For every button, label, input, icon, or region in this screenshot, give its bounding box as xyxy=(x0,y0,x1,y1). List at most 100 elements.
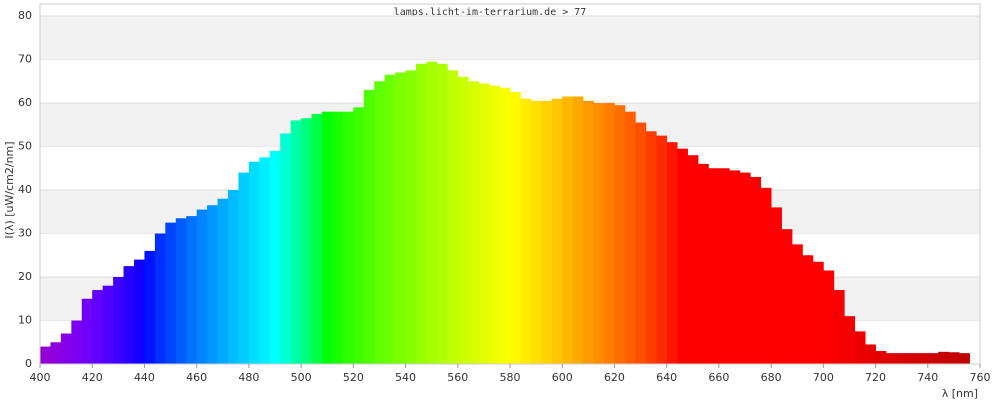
spectrum-bar xyxy=(436,63,448,364)
spectrum-bar xyxy=(259,157,271,364)
spectrum-bar xyxy=(708,168,720,364)
spectrum-bar xyxy=(927,353,939,364)
spectrum-bar xyxy=(280,133,292,364)
grid-band xyxy=(40,16,980,60)
spectrum-bar xyxy=(645,131,657,364)
spectrum-bar xyxy=(541,100,553,364)
spectrum-bar xyxy=(771,207,782,364)
spectrum-bar xyxy=(886,353,897,364)
spectrum-bar xyxy=(405,70,417,364)
y-tick-label: 80 xyxy=(18,9,32,22)
y-axis-label: I(λ) [uW/cm2/nm] xyxy=(3,141,16,238)
spectrum-bar xyxy=(792,244,803,364)
spectrum-bar xyxy=(718,168,730,364)
spectrum-bar xyxy=(530,100,542,364)
spectrum-bar xyxy=(207,205,218,364)
x-tick-label: 620 xyxy=(604,371,625,384)
spectrum-bar xyxy=(113,277,124,364)
spectrum-bar xyxy=(520,98,532,365)
y-tick-label: 20 xyxy=(18,270,32,283)
spectrum-bar xyxy=(906,353,918,364)
x-tick-label: 500 xyxy=(291,371,312,384)
spectrum-bar xyxy=(948,352,960,364)
spectrum-bar xyxy=(583,100,594,364)
spectrum-bar xyxy=(228,190,239,364)
y-tick-label: 30 xyxy=(18,227,32,240)
spectrum-bar xyxy=(165,222,177,364)
spectrum-bar xyxy=(510,92,521,364)
x-tick-label: 420 xyxy=(82,371,103,384)
spectrum-bar xyxy=(698,163,709,364)
spectrum-bar xyxy=(551,98,563,365)
spectrum-bar xyxy=(666,142,678,364)
spectrum-bar xyxy=(269,150,281,364)
x-tick-label: 400 xyxy=(30,371,51,384)
spectrum-bar xyxy=(656,135,668,364)
spectrum-bar xyxy=(739,172,751,364)
x-tick-label: 460 xyxy=(186,371,207,384)
x-tick-label: 760 xyxy=(970,371,991,384)
spectrum-bar xyxy=(489,85,500,364)
spectrum-bar xyxy=(562,96,574,364)
spectrum-bar xyxy=(322,111,333,364)
spectrum-bar xyxy=(144,250,156,364)
x-tick-label: 440 xyxy=(134,371,155,384)
y-tick-label: 50 xyxy=(18,140,32,153)
spectrum-bar xyxy=(624,111,636,364)
spectrum-bar xyxy=(332,111,344,364)
spectrum-bar xyxy=(60,333,72,364)
x-tick-label: 700 xyxy=(813,371,834,384)
spectrum-bar xyxy=(729,170,741,364)
spectrum-bar xyxy=(447,70,459,364)
spectrum-bar xyxy=(40,346,51,364)
spectrum-bar xyxy=(217,198,229,364)
spectrum-bar xyxy=(92,290,104,364)
spectrum-bar xyxy=(395,72,406,365)
y-tick-label: 60 xyxy=(18,96,32,109)
y-tick-label: 70 xyxy=(18,53,32,66)
x-tick-label: 640 xyxy=(656,371,677,384)
spectrum-bar xyxy=(363,89,375,364)
x-axis-label: λ [nm] xyxy=(942,387,978,400)
x-tick-label: 740 xyxy=(917,371,938,384)
spectrum-bar xyxy=(896,353,908,364)
spectrum-bar xyxy=(635,122,647,364)
spectrum-bar xyxy=(102,285,114,364)
spectrum-bar xyxy=(499,87,511,365)
spectrum-bar xyxy=(802,255,814,364)
spectrum-bar xyxy=(687,155,699,364)
spectrum-bar xyxy=(311,113,323,364)
x-tick-label: 660 xyxy=(708,371,729,384)
spectrum-bar xyxy=(875,350,887,364)
spectrum-bar xyxy=(478,83,490,365)
x-tick-label: 580 xyxy=(500,371,521,384)
spectrum-bar xyxy=(290,120,302,365)
x-tick-label: 680 xyxy=(761,371,782,384)
spectrum-bar xyxy=(823,270,835,364)
x-tick-label: 540 xyxy=(395,371,416,384)
spectrum-bar xyxy=(677,148,688,364)
spectrum-bar xyxy=(604,103,615,364)
y-tick-label: 0 xyxy=(25,357,32,370)
spectrum-bar xyxy=(301,118,312,364)
spectrum-bar xyxy=(123,266,135,364)
spectrum-bar xyxy=(614,105,626,365)
spectrum-bar xyxy=(374,81,386,364)
spectrum-bar xyxy=(917,353,929,364)
spectrum-bar xyxy=(844,316,856,364)
spectrum-bar xyxy=(175,218,187,364)
spectrum-bar xyxy=(457,76,469,365)
spectrum-bar xyxy=(593,103,605,364)
spectrum-bar xyxy=(865,344,876,364)
spectrum-bar xyxy=(572,96,584,364)
spectrum-bar xyxy=(342,111,354,364)
spectrum-bar xyxy=(154,233,166,364)
spectrum-bar xyxy=(781,229,793,364)
spectrum-bar xyxy=(426,61,438,365)
spectrum-bar xyxy=(186,216,198,364)
x-tick-label: 480 xyxy=(238,371,259,384)
spectrum-bar xyxy=(959,353,970,364)
chart-title: lamps.licht-im-terrarium.de > 77 xyxy=(394,7,587,18)
spectrum-bar xyxy=(854,331,866,364)
